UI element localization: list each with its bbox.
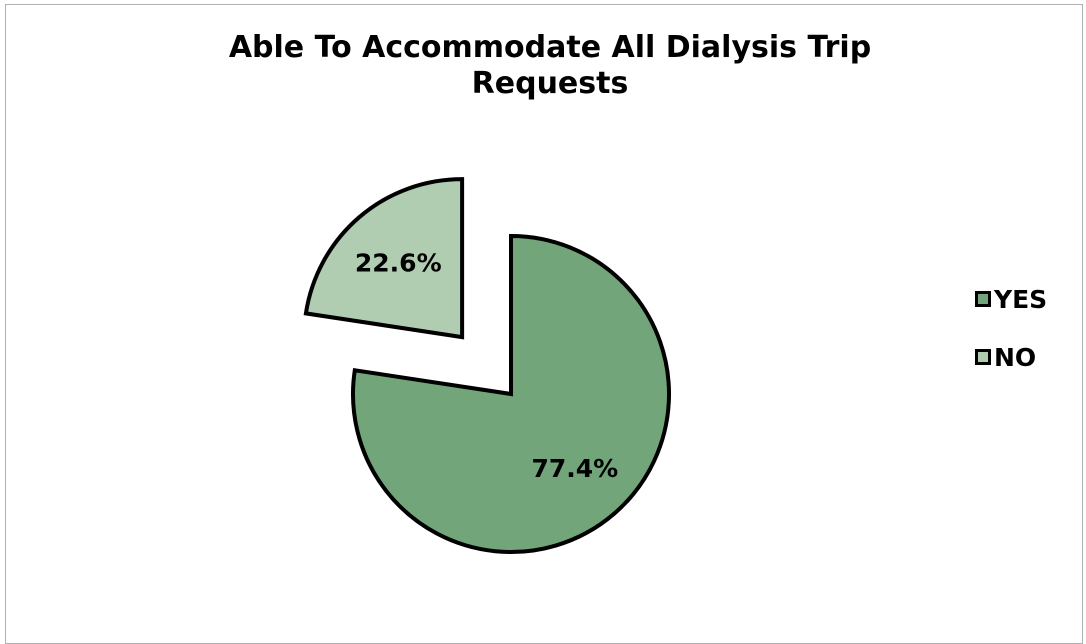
pie-chart: 77.4% 22.6% xyxy=(303,177,671,554)
pie-slice-no xyxy=(303,177,465,340)
pie-slice-yes xyxy=(351,233,671,554)
legend-label-no: NO xyxy=(994,342,1037,372)
legend-item-yes: YES xyxy=(975,284,1047,314)
data-label-yes: 77.4% xyxy=(531,454,618,483)
legend-label-yes: YES xyxy=(994,284,1048,314)
legend-swatch-no xyxy=(975,349,991,365)
data-label-no: 22.6% xyxy=(355,248,442,277)
legend: YES NO xyxy=(975,284,1047,400)
legend-item-no: NO xyxy=(975,342,1047,372)
chart-title: Able To Accommodate All Dialysis Trip Re… xyxy=(228,30,872,101)
legend-swatch-yes xyxy=(975,291,991,307)
